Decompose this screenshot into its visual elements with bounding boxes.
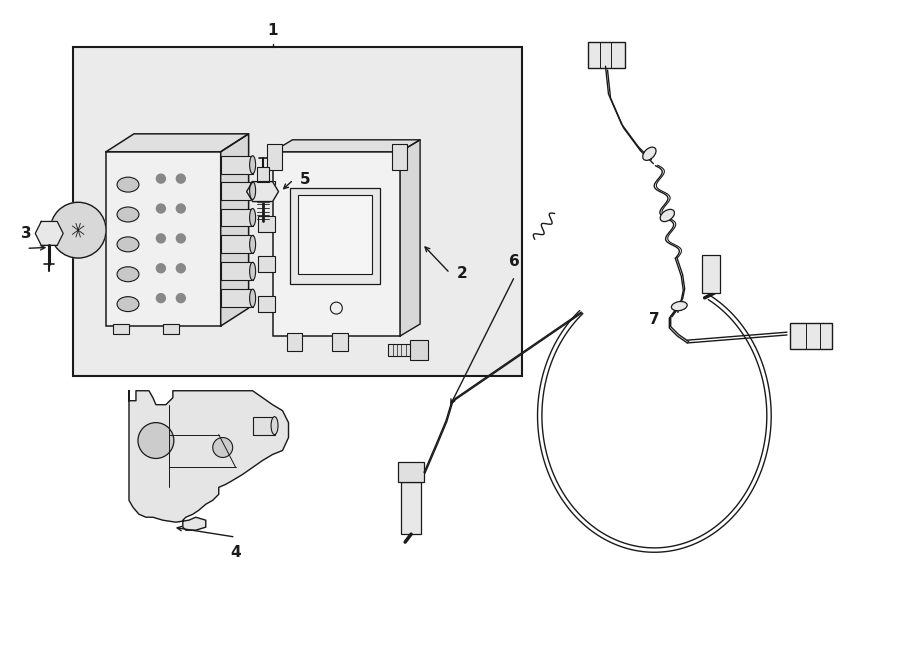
Bar bbox=[273, 152, 400, 336]
Bar bbox=[388, 344, 414, 356]
Polygon shape bbox=[247, 182, 278, 202]
Circle shape bbox=[157, 174, 166, 183]
Bar bbox=[220, 182, 253, 200]
Text: 3: 3 bbox=[21, 226, 32, 241]
Circle shape bbox=[157, 264, 166, 273]
Ellipse shape bbox=[271, 416, 278, 434]
Bar bbox=[702, 255, 720, 293]
Text: 5: 5 bbox=[300, 172, 310, 187]
Ellipse shape bbox=[249, 156, 256, 174]
Bar bbox=[588, 42, 626, 68]
Bar bbox=[220, 235, 253, 253]
Bar bbox=[163, 324, 179, 334]
Polygon shape bbox=[129, 391, 289, 530]
Circle shape bbox=[176, 264, 185, 273]
Bar bbox=[253, 416, 274, 434]
Bar bbox=[220, 156, 253, 174]
Bar bbox=[257, 256, 274, 272]
Circle shape bbox=[157, 204, 166, 213]
Text: 7: 7 bbox=[649, 311, 660, 327]
Ellipse shape bbox=[117, 177, 139, 192]
Polygon shape bbox=[273, 140, 420, 152]
Text: 6: 6 bbox=[509, 254, 520, 269]
Circle shape bbox=[176, 174, 185, 183]
Text: 2: 2 bbox=[456, 266, 467, 281]
Ellipse shape bbox=[249, 289, 256, 307]
Ellipse shape bbox=[117, 207, 139, 222]
Bar bbox=[220, 262, 253, 280]
Ellipse shape bbox=[249, 208, 256, 227]
Circle shape bbox=[138, 422, 174, 459]
Ellipse shape bbox=[117, 297, 139, 311]
Polygon shape bbox=[35, 221, 63, 245]
Bar bbox=[410, 340, 428, 360]
Text: 4: 4 bbox=[230, 545, 241, 560]
Ellipse shape bbox=[249, 235, 256, 253]
Ellipse shape bbox=[117, 237, 139, 252]
Circle shape bbox=[212, 438, 233, 457]
Circle shape bbox=[157, 293, 166, 303]
Bar bbox=[266, 144, 282, 170]
Circle shape bbox=[157, 234, 166, 243]
Text: 1: 1 bbox=[267, 22, 278, 38]
Bar bbox=[256, 167, 268, 182]
Polygon shape bbox=[106, 134, 248, 152]
Ellipse shape bbox=[117, 267, 139, 282]
Bar bbox=[257, 296, 274, 312]
Bar bbox=[73, 47, 522, 376]
Bar bbox=[401, 483, 421, 534]
Circle shape bbox=[176, 293, 185, 303]
Bar bbox=[257, 217, 274, 233]
Bar bbox=[220, 208, 253, 227]
Ellipse shape bbox=[671, 301, 688, 311]
Bar bbox=[299, 194, 373, 274]
Polygon shape bbox=[400, 140, 420, 336]
Bar bbox=[257, 180, 274, 196]
Circle shape bbox=[50, 202, 106, 258]
Bar bbox=[790, 323, 832, 349]
Bar bbox=[392, 144, 407, 170]
Bar bbox=[332, 333, 348, 351]
Bar bbox=[220, 289, 253, 307]
Ellipse shape bbox=[661, 210, 674, 221]
Bar bbox=[286, 333, 302, 351]
Ellipse shape bbox=[249, 262, 256, 280]
Bar bbox=[113, 324, 129, 334]
Ellipse shape bbox=[249, 182, 256, 200]
Bar bbox=[398, 463, 424, 483]
Circle shape bbox=[176, 234, 185, 243]
Circle shape bbox=[176, 204, 185, 213]
Polygon shape bbox=[220, 134, 248, 326]
Bar bbox=[106, 152, 220, 326]
Circle shape bbox=[330, 302, 342, 314]
Ellipse shape bbox=[643, 147, 656, 161]
Bar bbox=[291, 188, 380, 284]
